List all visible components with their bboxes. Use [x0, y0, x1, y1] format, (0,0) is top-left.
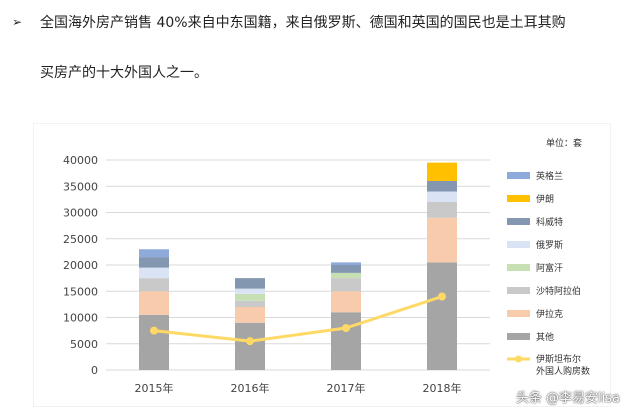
stacked-bar-chart: 0 5000 10000 15000 20000 25000 30000 35000 40000…	[63, 137, 590, 395]
bar-segment	[139, 291, 169, 315]
bar-segment	[331, 265, 361, 273]
bar-segment	[427, 202, 457, 218]
bar-segment	[331, 262, 361, 265]
legend-label: 伊拉克	[536, 308, 563, 320]
legend-swatch	[507, 241, 530, 248]
bar-segment	[235, 278, 265, 289]
legend-label: 俄罗斯	[536, 239, 563, 251]
bar-segment	[427, 262, 457, 370]
bar-segment	[331, 312, 361, 370]
line-series	[153, 295, 443, 343]
bar-segment	[427, 162, 457, 181]
line-point	[438, 292, 446, 301]
bar-segment	[331, 278, 361, 292]
legend-label: 外国人购房数	[536, 365, 590, 377]
legend-swatch	[507, 287, 530, 294]
y-tick-label: 30000	[63, 207, 98, 220]
bar-segment	[331, 291, 361, 313]
y-tick-label: 5000	[70, 338, 98, 351]
x-tick-label: 2017年	[327, 381, 366, 395]
legend-swatch	[507, 172, 530, 179]
legend-swatch	[507, 310, 530, 317]
line-point	[150, 326, 158, 335]
chart-panel: 0 5000 10000 15000 20000 25000 30000 35000 40000…	[34, 124, 610, 406]
legend-swatch	[507, 264, 530, 271]
y-tick-label: 35000	[63, 180, 98, 193]
y-tick-label: 25000	[63, 233, 98, 246]
bullet-arrow-icon: ➢	[12, 15, 23, 29]
x-tick-label: 2016年	[231, 381, 270, 395]
unit-label: 单位：套	[546, 137, 582, 149]
legend-swatch	[507, 218, 530, 225]
legend-label: 其他	[536, 331, 554, 343]
bar-segment	[235, 307, 265, 323]
legend-label: 伊斯坦布尔	[536, 353, 581, 365]
y-tick-label: 20000	[63, 259, 98, 272]
bar-segment	[427, 217, 457, 263]
paragraph-line-1: 全国海外房产销售 40%来自中东国籍，来自俄罗斯、德国和英国的国民也是土耳其购	[40, 15, 566, 31]
legend-label: 科威特	[536, 216, 563, 228]
legend-label: 英格兰	[536, 170, 563, 182]
line-point	[342, 324, 350, 332]
bar-segment	[139, 257, 169, 268]
bar-segment	[427, 181, 457, 192]
paragraph-line-2: 买房产的十大外国人之一。	[40, 65, 208, 81]
bar-segment	[331, 272, 361, 279]
legend-label: 伊朗	[536, 193, 554, 205]
y-tick-label: 0	[91, 364, 98, 377]
legend-label: 沙特阿拉伯	[536, 285, 581, 297]
legend-label: 阿富汗	[536, 262, 563, 274]
bar-segment	[139, 278, 169, 292]
legend-swatch	[507, 333, 530, 340]
bar-segment	[235, 293, 265, 301]
y-tick-label: 15000	[63, 285, 98, 298]
bar-segment	[235, 288, 265, 294]
x-tick-label: 2015年	[135, 381, 174, 395]
bar-segment	[139, 314, 169, 370]
watermark: 头条 @李易安lisa	[515, 391, 620, 406]
bar-segment	[427, 191, 457, 202]
bar-segment	[139, 249, 169, 258]
legend-line-marker	[515, 355, 522, 363]
x-tick-label: 2018年	[423, 381, 462, 395]
y-tick-label: 40000	[63, 154, 98, 167]
bar-segment	[139, 267, 169, 279]
y-tick-label: 10000	[63, 312, 98, 325]
bar-segment	[235, 322, 265, 370]
line-point	[246, 337, 254, 346]
legend-swatch	[507, 195, 530, 202]
bar-segment	[235, 300, 265, 307]
